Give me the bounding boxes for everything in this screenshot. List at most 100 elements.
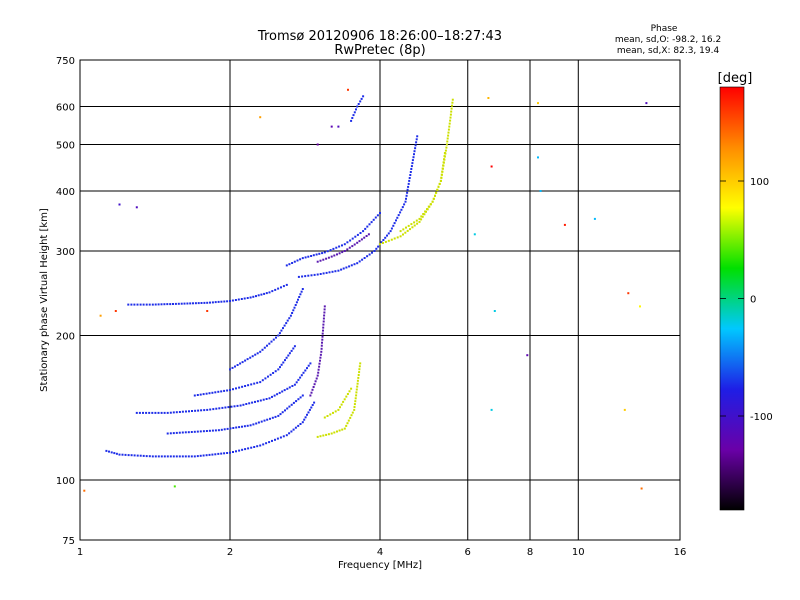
data-point	[310, 255, 313, 257]
x-tick-label: 10	[572, 547, 585, 558]
data-point	[395, 219, 397, 222]
data-point	[473, 233, 476, 236]
data-point	[255, 295, 257, 298]
data-point	[336, 253, 338, 256]
data-point	[400, 208, 403, 211]
data-point	[414, 144, 417, 147]
colorbar-label: [deg]	[718, 71, 753, 86]
data-point	[200, 409, 203, 412]
data-point	[418, 217, 421, 220]
data-point	[429, 203, 432, 206]
data-point	[265, 398, 268, 400]
data-point	[249, 356, 252, 359]
data-point	[319, 353, 322, 356]
data-point	[206, 310, 209, 312]
data-point	[297, 298, 299, 301]
data-point	[192, 302, 194, 305]
data-point	[169, 303, 172, 306]
data-point	[277, 414, 280, 417]
data-point	[406, 191, 409, 194]
data-point	[322, 320, 325, 323]
data-point	[322, 317, 325, 320]
data-point	[356, 382, 359, 385]
data-point	[342, 267, 345, 270]
data-point	[303, 418, 306, 421]
x-tick-label: 4	[377, 547, 383, 558]
data-point	[145, 303, 148, 306]
data-point	[205, 454, 208, 457]
data-point	[271, 416, 274, 419]
data-point	[178, 455, 181, 458]
data-point	[99, 314, 102, 317]
data-point	[351, 411, 354, 414]
data-point	[440, 176, 443, 179]
data-point	[327, 433, 330, 436]
data-point	[276, 437, 279, 440]
data-point	[381, 242, 384, 244]
data-point	[356, 262, 359, 265]
data-point	[308, 408, 311, 411]
data-point	[282, 435, 285, 438]
data-point	[238, 449, 241, 452]
data-point	[367, 233, 370, 236]
data-point	[282, 327, 284, 330]
data-point	[268, 342, 271, 345]
data-point	[304, 275, 307, 278]
data-point	[350, 387, 353, 390]
data-point	[436, 188, 439, 191]
data-point	[403, 203, 406, 206]
data-point	[346, 248, 349, 251]
data-point	[377, 245, 380, 248]
data-point	[348, 265, 351, 268]
x-tick-label: 2	[227, 547, 233, 558]
data-point	[316, 374, 319, 377]
data-point	[272, 372, 275, 374]
x-tick-label: 8	[527, 547, 533, 558]
data-point	[211, 301, 214, 304]
data-point	[217, 300, 220, 303]
data-point	[256, 400, 259, 403]
data-point	[280, 286, 282, 289]
data-point	[271, 395, 273, 398]
data-point	[322, 434, 325, 437]
chart-subtitle: RwPretec (8p)	[334, 43, 425, 58]
data-point	[238, 426, 241, 429]
data-point	[363, 236, 366, 239]
data-point	[325, 271, 328, 274]
data-point	[346, 241, 349, 244]
data-point	[316, 273, 319, 276]
data-point	[323, 314, 326, 317]
data-point	[241, 448, 244, 451]
data-point	[186, 302, 189, 305]
data-point	[386, 234, 388, 237]
data-point	[253, 446, 256, 448]
data-point	[293, 260, 296, 263]
data-point	[346, 422, 349, 425]
data-point	[338, 245, 341, 248]
data-point	[181, 431, 184, 434]
data-point	[205, 392, 208, 395]
data-point	[221, 406, 224, 409]
data-point	[382, 239, 385, 241]
data-point	[142, 454, 145, 457]
data-point	[200, 302, 203, 304]
data-point	[307, 274, 310, 277]
data-point	[337, 408, 340, 411]
data-point	[174, 302, 177, 305]
data-point	[373, 250, 376, 252]
data-point	[371, 251, 373, 254]
data-point	[274, 370, 277, 373]
data-point	[364, 227, 367, 230]
data-point	[251, 401, 254, 404]
data-point	[415, 141, 418, 144]
data-point	[148, 303, 151, 306]
data-point	[423, 213, 426, 216]
data-point	[323, 308, 326, 311]
data-point	[145, 411, 148, 414]
data-point	[317, 371, 320, 374]
data-point	[319, 359, 321, 362]
data-point	[256, 352, 259, 355]
data-point	[274, 415, 277, 418]
data-point	[446, 140, 449, 143]
